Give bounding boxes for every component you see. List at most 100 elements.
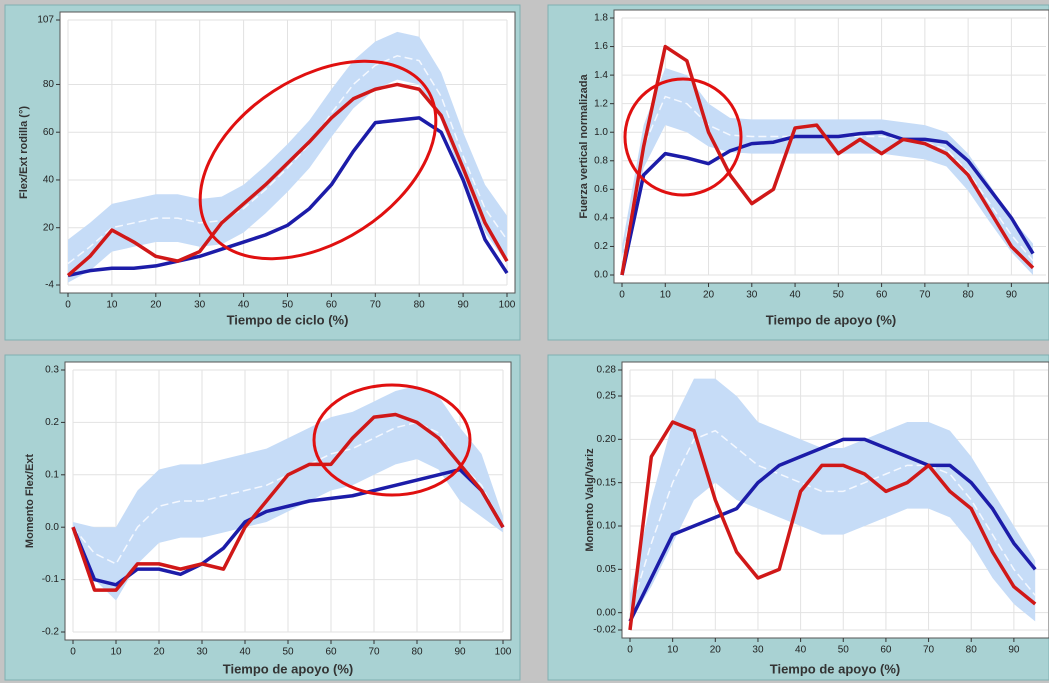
y-tick-label: 0.3 — [45, 365, 59, 376]
x-tick-label: 10 — [110, 647, 122, 658]
y-tick-label: 107 — [37, 15, 54, 26]
y-tick-label: 0.20 — [597, 434, 617, 445]
highlight-circle — [623, 77, 743, 197]
highlight-ellipse — [198, 59, 438, 261]
y-tick-label: -0.2 — [42, 627, 60, 638]
y-tick-label: 0.10 — [597, 521, 617, 532]
x-tick-label: 30 — [196, 647, 208, 658]
x-tick-label: 10 — [667, 645, 679, 656]
x-tick-label: 100 — [499, 300, 516, 311]
y-tick-label: 1.8 — [594, 13, 608, 24]
series-line — [71, 467, 505, 587]
y-tick-label: 40 — [43, 175, 55, 186]
y-tick-label: 1.0 — [594, 127, 608, 138]
y-tick-label: 0.00 — [597, 607, 617, 618]
normative-band — [622, 67, 1034, 275]
y-tick-label: 0.25 — [597, 391, 617, 402]
x-tick-label: 30 — [194, 300, 206, 311]
y-tick-label: 1.6 — [594, 41, 608, 52]
series-line — [621, 95, 1034, 262]
x-tick-label: 90 — [1006, 290, 1018, 301]
x-tick-label: 100 — [495, 647, 512, 658]
x-tick-label: 80 — [966, 645, 978, 656]
normative-band — [630, 378, 1036, 622]
x-tick-label: 0 — [65, 300, 71, 311]
y-tick-label: 0.8 — [594, 155, 608, 166]
y-tick-label: 1.4 — [594, 70, 608, 81]
y-tick-label: 20 — [43, 222, 55, 233]
y-tick-label: 0.2 — [45, 417, 59, 428]
x-tick-label: 50 — [282, 300, 294, 311]
series-line — [71, 412, 505, 592]
x-tick-label: 80 — [411, 647, 423, 658]
x-tick-label: 10 — [106, 300, 118, 311]
x-axis-label: Tiempo de apoyo (%) — [770, 661, 901, 676]
y-tick-label: 60 — [43, 127, 55, 138]
series-line — [629, 429, 1036, 613]
normative-band — [73, 385, 503, 601]
x-axis-label: Tiempo de apoyo (%) — [766, 312, 897, 327]
series-line — [628, 437, 1037, 623]
x-tick-label: 0 — [627, 645, 633, 656]
x-tick-label: 40 — [789, 290, 801, 301]
x-tick-label: 60 — [326, 300, 338, 311]
y-tick-label: 0.6 — [594, 184, 608, 195]
x-tick-label: 30 — [746, 290, 758, 301]
x-axis-label: Tiempo de ciclo (%) — [227, 312, 349, 327]
x-tick-label: 20 — [703, 290, 715, 301]
y-tick-label: -0.02 — [593, 625, 616, 636]
x-tick-label: 20 — [710, 645, 722, 656]
x-tick-label: 90 — [454, 647, 466, 658]
x-tick-label: 30 — [752, 645, 764, 656]
series-line — [628, 420, 1037, 631]
x-tick-label: 60 — [325, 647, 337, 658]
series-line — [67, 55, 508, 265]
y-tick-label: 0.2 — [594, 241, 608, 252]
y-tick-label: 0.05 — [597, 564, 617, 575]
x-tick-label: 40 — [239, 647, 251, 658]
x-tick-label: 90 — [458, 300, 470, 311]
x-tick-label: 50 — [838, 645, 850, 656]
x-tick-label: 70 — [370, 300, 382, 311]
y-tick-label: 0.4 — [594, 213, 608, 224]
x-tick-label: 70 — [368, 647, 380, 658]
y-tick-label: 0.1 — [45, 469, 59, 480]
x-tick-label: 80 — [414, 300, 426, 311]
x-tick-label: 50 — [833, 290, 845, 301]
y-tick-label: 0.0 — [45, 522, 59, 533]
y-tick-label: 0.15 — [597, 477, 617, 488]
x-tick-label: 80 — [963, 290, 975, 301]
y-tick-label: 1.2 — [594, 98, 608, 109]
y-axis-label: Momento Valg/Variz — [584, 448, 596, 552]
normative-band — [68, 31, 507, 283]
annotations — [198, 59, 743, 497]
x-tick-label: 60 — [876, 290, 888, 301]
y-tick-label: 0.0 — [594, 270, 608, 281]
y-tick-label: 80 — [43, 79, 55, 90]
series-line — [620, 44, 1035, 276]
y-tick-label: -0.1 — [42, 574, 60, 585]
x-tick-label: 40 — [238, 300, 250, 311]
x-tick-label: 10 — [660, 290, 672, 301]
x-tick-label: 70 — [923, 645, 935, 656]
x-tick-label: 90 — [1008, 645, 1020, 656]
x-tick-label: 20 — [153, 647, 165, 658]
x-tick-label: 50 — [282, 647, 294, 658]
y-axis-label: Momento Flex/Ext — [24, 454, 36, 548]
x-tick-label: 20 — [150, 300, 162, 311]
x-tick-label: 70 — [919, 290, 931, 301]
x-axis-label: Tiempo de apoyo (%) — [223, 661, 354, 676]
x-tick-label: 0 — [70, 647, 76, 658]
x-tick-label: 40 — [795, 645, 807, 656]
y-axis-label: Fuerza vertical normalizada — [578, 73, 590, 218]
y-tick-label: 0.28 — [597, 365, 617, 376]
y-axis-label: Flex/Ext rodilla (°) — [18, 106, 30, 199]
x-tick-label: 0 — [619, 290, 625, 301]
x-tick-label: 60 — [880, 645, 892, 656]
series-line — [67, 116, 509, 278]
highlight-ellipse — [312, 383, 472, 497]
y-tick-label: -4 — [45, 280, 54, 291]
